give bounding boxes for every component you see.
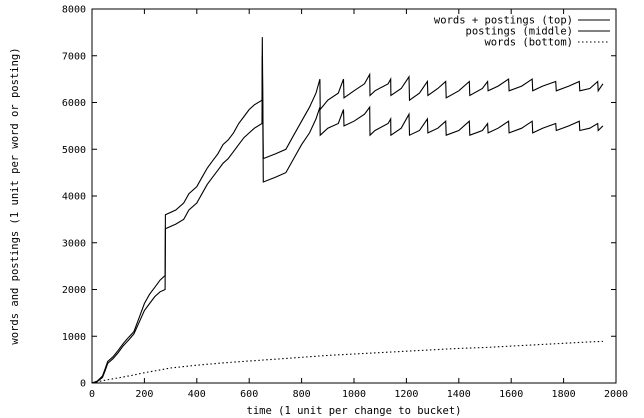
series-line-3 — [91, 340, 603, 384]
x-tick-label: 600 — [240, 389, 258, 400]
legend-label: words (bottom) — [484, 37, 573, 49]
x-tick-label: 0 — [89, 389, 95, 400]
legend-label: postings (middle) — [466, 26, 573, 38]
x-tick-label: 1400 — [447, 389, 471, 400]
plot-frame — [91, 8, 617, 384]
series-line-1 — [91, 37, 604, 384]
x-tick-label: 1200 — [394, 389, 418, 400]
y-tick-label: 3000 — [62, 238, 86, 249]
y-tick-label: 4000 — [62, 192, 86, 203]
x-axis-title: time (1 unit per change to bucket) — [247, 405, 462, 417]
x-tick-label: 400 — [188, 389, 206, 400]
x-tick-label: 1000 — [342, 389, 366, 400]
y-tick-label: 6000 — [62, 98, 86, 109]
series-layer — [91, 37, 604, 384]
y-tick-label: 0 — [80, 379, 86, 390]
y-tick-label: 8000 — [62, 5, 86, 16]
x-tick-label: 200 — [135, 389, 153, 400]
y-tick-label: 5000 — [62, 145, 86, 156]
x-tick-label: 1800 — [552, 389, 576, 400]
y-tick-label: 1000 — [62, 332, 86, 343]
axis-ticks: 0 200 400 600 800 1000 1200 1400 1600 1800 2000 0 10… — [62, 5, 628, 401]
x-tick-label: 2000 — [604, 389, 628, 400]
x-tick-label: 800 — [293, 389, 311, 400]
y-tick-label: 2000 — [62, 285, 86, 296]
y-axis-title: words and postings (1 unit per word or p… — [9, 47, 21, 344]
legend: words + postings (top)postings (middle)w… — [434, 15, 610, 49]
legend-label: words + postings (top) — [434, 15, 573, 27]
series-line-2 — [91, 55, 604, 384]
x-tick-label: 1600 — [499, 389, 523, 400]
y-tick-label: 7000 — [62, 51, 86, 62]
